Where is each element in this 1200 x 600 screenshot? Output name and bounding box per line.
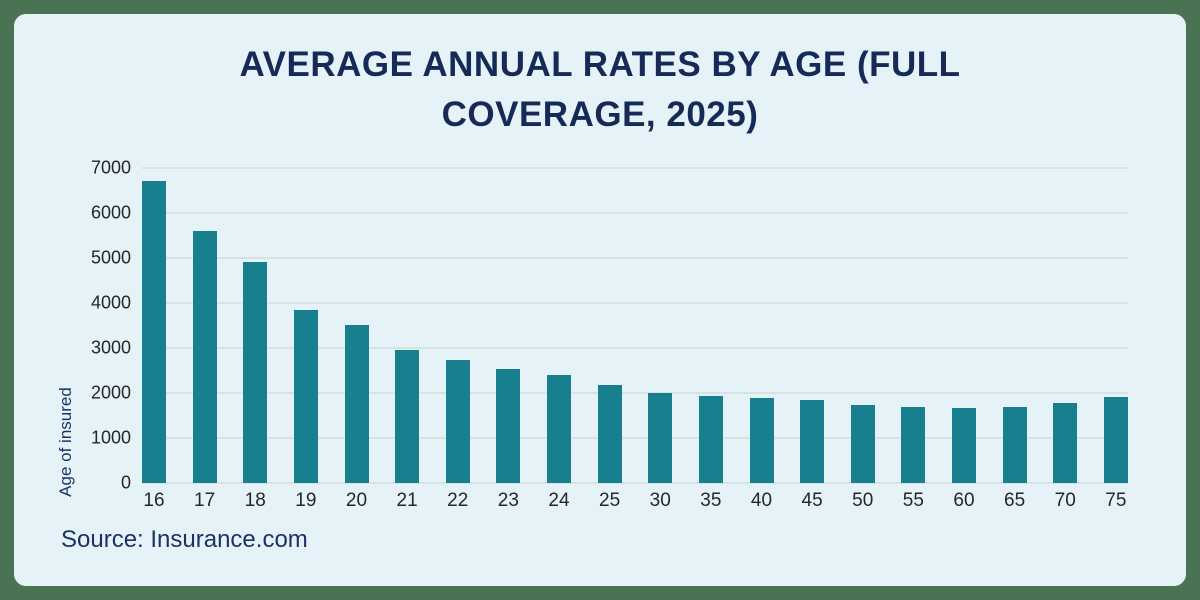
bar-group: 25 — [597, 168, 622, 511]
bar — [1103, 396, 1128, 483]
bar-group: 35 — [698, 168, 723, 511]
gridline — [142, 482, 1128, 484]
bar — [1002, 406, 1027, 483]
plot-area: 0 1000 2000 3000 4000 5000 6000 7000 16 17 18 19 20 2… — [91, 158, 1128, 511]
bar — [597, 384, 622, 483]
bar-group: 24 — [547, 168, 571, 511]
bar-group: 22 — [445, 168, 470, 511]
bar — [293, 309, 318, 483]
y-tick-label: 4000 — [90, 292, 131, 313]
gridline — [142, 302, 1128, 304]
bar-group: 65 — [1002, 168, 1027, 511]
x-tick-label: 17 — [194, 490, 216, 511]
bar — [800, 399, 825, 483]
gridline — [142, 257, 1128, 259]
bar-group: 20 — [344, 168, 369, 511]
x-tick-label: 35 — [700, 490, 722, 511]
x-tick-label: 30 — [649, 490, 671, 511]
source-caption: Source: Insurance.com — [61, 526, 308, 553]
x-tick-label: 55 — [902, 490, 924, 511]
bar-group: 60 — [952, 168, 976, 511]
bar — [698, 396, 723, 483]
bar — [445, 360, 470, 483]
x-tick-label: 70 — [1054, 490, 1076, 511]
x-tick-label: 22 — [447, 490, 469, 511]
bar — [749, 398, 774, 483]
bars-container: 16 17 18 19 20 21 22 23 24 25 30 35 40 45 50 55 60 65 70 75 — [142, 168, 1128, 511]
x-tick-label: 45 — [801, 490, 823, 511]
bar-group: 70 — [1053, 168, 1078, 511]
y-tick-label: 2000 — [90, 382, 131, 403]
bar — [243, 262, 268, 483]
gridline — [142, 212, 1128, 214]
chart-title: AVERAGE ANNUAL RATES BY AGE (FULL COVERA… — [239, 45, 961, 134]
y-tick-label: 6000 — [90, 202, 131, 223]
bar-group: 16 — [142, 168, 166, 511]
x-tick-label: 24 — [548, 490, 570, 511]
x-tick-label: 65 — [1004, 490, 1026, 511]
bar — [901, 407, 926, 483]
x-tick-label: 21 — [396, 490, 418, 511]
bar-group: 19 — [293, 168, 318, 511]
x-tick-label: 50 — [852, 490, 874, 511]
bar-group: 17 — [192, 168, 217, 511]
x-tick-label: 23 — [497, 490, 519, 511]
bar — [142, 180, 166, 483]
bar-group: 21 — [395, 168, 420, 511]
bar — [192, 231, 217, 483]
x-tick-label: 18 — [244, 490, 266, 511]
bar-group: 23 — [496, 168, 521, 511]
bar — [547, 375, 571, 483]
y-tick-label: 3000 — [90, 337, 131, 358]
x-tick-label: 16 — [143, 490, 165, 511]
y-axis-title: Age of insured — [56, 387, 75, 497]
gridline — [142, 437, 1128, 439]
gridline — [142, 392, 1128, 394]
bar — [952, 407, 976, 483]
y-tick-label: 5000 — [90, 247, 131, 268]
chart-card: AVERAGE ANNUAL RATES BY AGE (FULL COVERA… — [14, 14, 1186, 586]
bar — [648, 393, 673, 483]
bar-group: 18 — [243, 168, 268, 511]
x-tick-label: 20 — [345, 490, 368, 511]
x-tick-label: 25 — [599, 490, 621, 511]
bar-group: 50 — [850, 168, 875, 511]
bar-group: 30 — [648, 168, 673, 511]
x-tick-label: 75 — [1105, 490, 1127, 511]
bar — [395, 350, 420, 483]
y-tick-label: 0 — [120, 472, 131, 493]
gridline — [142, 167, 1128, 169]
x-tick-label: 40 — [750, 490, 773, 511]
bar — [344, 324, 369, 483]
bar — [850, 404, 875, 483]
x-tick-label: 19 — [295, 490, 317, 511]
y-tick-label: 1000 — [90, 427, 131, 448]
bar-group: 45 — [800, 168, 825, 511]
x-tick-label: 60 — [953, 490, 975, 511]
gridline — [142, 347, 1128, 349]
bar-group: 55 — [901, 168, 926, 511]
bar-group: 40 — [749, 168, 774, 511]
y-tick-label: 7000 — [90, 157, 131, 178]
bar — [496, 368, 521, 483]
bar-group: 75 — [1103, 168, 1128, 511]
bar — [1053, 402, 1078, 483]
